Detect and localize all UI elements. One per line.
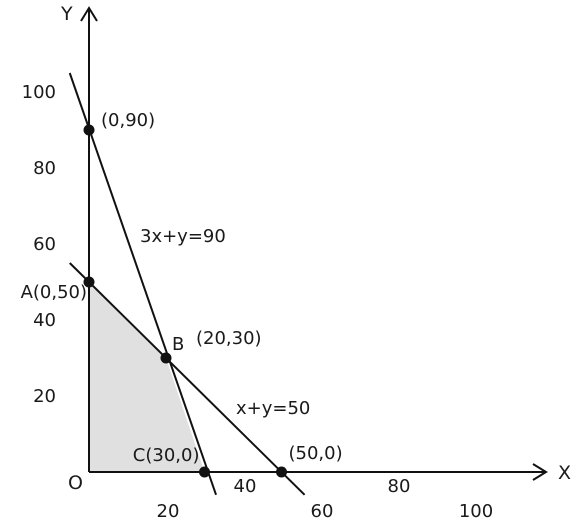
x-tick-label: 20 [157, 501, 180, 522]
y-tick-label: 20 [33, 386, 56, 407]
vertex-point [276, 466, 287, 478]
point-label: (20,30) [196, 328, 262, 349]
y-tick-label: 40 [33, 310, 56, 331]
point-label: (0,90) [101, 110, 155, 131]
y-tick-label: 100 [22, 82, 56, 103]
x-tick-label: 100 [459, 501, 493, 522]
vertex-point [83, 276, 95, 288]
feasible-region [89, 282, 205, 472]
constraint-line [69, 262, 306, 496]
constraint-line [68, 72, 217, 496]
x-tick-label: 40 [234, 476, 257, 497]
y-tick-label: 80 [33, 158, 56, 179]
line-equation-label: x+y=50 [236, 398, 310, 419]
vertex-point [199, 466, 210, 478]
line-equation-label: 3x+y=90 [140, 226, 226, 247]
point-label: C(30,0) [133, 445, 200, 466]
origin-label: O [68, 472, 83, 494]
x-tick-label: 80 [388, 476, 411, 497]
point-marker-label: B [172, 334, 184, 355]
x-axis-arrow [532, 463, 548, 481]
x-tick-label: 60 [311, 501, 334, 522]
x-axis-label: X [558, 462, 571, 484]
y-axis-arrow [80, 6, 98, 22]
vertex-point [160, 352, 172, 364]
y-axis-label: Y [60, 3, 73, 25]
point-label: A(0,50) [21, 282, 87, 303]
y-tick-label: 60 [33, 234, 56, 255]
point-label: (50,0) [289, 443, 343, 464]
vertex-point [83, 124, 95, 136]
